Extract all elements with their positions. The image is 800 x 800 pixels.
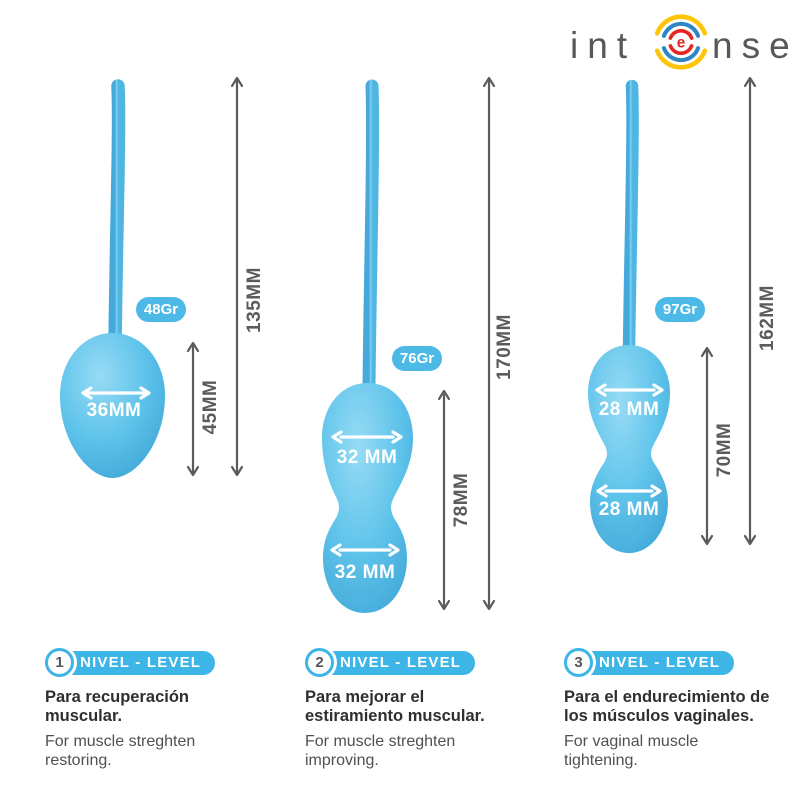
logo-text-left: int [570,25,637,66]
level-3-number: 3 [564,648,593,677]
ball-width-label-1: 36MM [86,400,142,421]
balls-height-label-3: 70MM [714,422,735,478]
product-1-ball [60,333,165,478]
logo-icon-letter: e [677,34,686,51]
width-arrow-upper [331,430,403,444]
level-3-pill: NIVEL - LEVEL [579,650,735,675]
total-length-label-2: 170MM [494,314,515,380]
level-2-number: 2 [305,648,334,677]
ball-height-label-1: 45MM [200,379,221,435]
width-arrow [81,386,151,400]
total-length-dimension-line [482,76,496,611]
ball-width-label-2b: 32 MM [334,562,396,583]
logo-text-right: nse [712,25,799,66]
level-1-block: 1 NIVEL - LEVEL Para recuperación muscul… [45,648,235,771]
level-3-block: 3 NIVEL - LEVEL Para el endurecimiento d… [564,648,792,771]
level-2-desc-en: For muscle streghten improving. [305,733,456,770]
level-1-desc-en: For muscle streghten restoring. [45,733,196,770]
product-2-illustration [322,76,496,613]
level-2-block: 2 NIVEL - LEVEL Para mejorar el estirami… [305,648,510,771]
total-length-dimension-line [743,76,757,546]
product-1-stem [108,79,126,357]
product-2-stem [362,79,380,394]
level-2-badge: 2 NIVEL - LEVEL [305,648,510,677]
level-1-number: 1 [45,648,74,677]
product-3-balls [588,345,670,553]
product-3-illustration [588,76,757,553]
intense-logo-icon: e [654,14,708,70]
balls-height-dimension-line [700,346,714,546]
level-1-pill: NIVEL - LEVEL [60,650,216,675]
level-1-title-es: Para recuperación muscular. [45,688,189,726]
product-1-illustration [60,76,244,478]
balls-height-label-2: 78MM [451,472,472,528]
width-arrow-lower [330,543,400,557]
total-length-label-1: 135MM [244,267,265,333]
weight-badge-1: 48Gr [136,297,186,322]
ball-width-label-3b: 28 MM [598,499,660,520]
level-3-desc-en: For vaginal muscle tightening. [564,733,699,770]
weight-badge-3: 97Gr [655,297,705,322]
level-3-title-es: Para el endurecimiento de los músculos v… [564,688,770,726]
weight-badge-2: 76Gr [392,346,442,371]
product-3-stem [622,79,639,359]
level-1-badge: 1 NIVEL - LEVEL [45,648,235,677]
height-dimension-line [186,341,200,477]
total-length-label-3: 162MM [757,285,778,351]
width-arrow-lower [596,484,662,498]
level-3-badge: 3 NIVEL - LEVEL [564,648,792,677]
balls-height-dimension-line [437,389,451,611]
level-2-title-es: Para mejorar el estiramiento muscular. [305,688,485,726]
width-arrow-upper [595,383,664,397]
ball-width-label-2a: 32 MM [336,447,398,468]
level-2-pill: NIVEL - LEVEL [320,650,476,675]
total-length-dimension-line [230,76,244,477]
ball-width-label-3a: 28 MM [598,399,660,420]
